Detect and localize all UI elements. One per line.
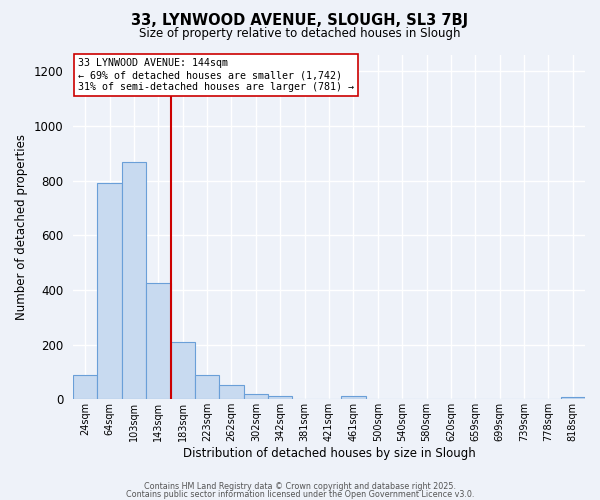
Bar: [268, 396, 292, 400]
Bar: [195, 374, 220, 400]
Bar: [170, 342, 195, 400]
Bar: [97, 184, 122, 400]
Bar: [220, 385, 244, 400]
Text: Size of property relative to detached houses in Slough: Size of property relative to detached ho…: [139, 28, 461, 40]
Text: 33, LYNWOOD AVENUE, SLOUGH, SL3 7BJ: 33, LYNWOOD AVENUE, SLOUGH, SL3 7BJ: [131, 12, 469, 28]
Text: Contains HM Land Registry data © Crown copyright and database right 2025.: Contains HM Land Registry data © Crown c…: [144, 482, 456, 491]
X-axis label: Distribution of detached houses by size in Slough: Distribution of detached houses by size …: [182, 447, 475, 460]
Text: 33 LYNWOOD AVENUE: 144sqm
← 69% of detached houses are smaller (1,742)
31% of se: 33 LYNWOOD AVENUE: 144sqm ← 69% of detac…: [78, 58, 354, 92]
Y-axis label: Number of detached properties: Number of detached properties: [15, 134, 28, 320]
Bar: [244, 394, 268, 400]
Bar: [341, 396, 365, 400]
Text: Contains public sector information licensed under the Open Government Licence v3: Contains public sector information licen…: [126, 490, 474, 499]
Bar: [73, 374, 97, 400]
Bar: [146, 283, 170, 400]
Bar: [122, 162, 146, 400]
Bar: [560, 397, 585, 400]
